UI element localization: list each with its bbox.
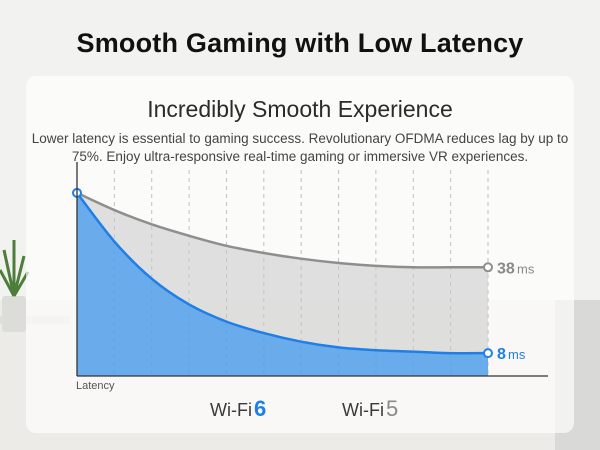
wifi6-end-point — [483, 348, 493, 359]
wifi6-line — [76, 192, 489, 355]
wifi5-end-point — [483, 262, 493, 273]
card-description: Lower latency is essential to gaming suc… — [31, 131, 569, 164]
wifi5-line — [76, 191, 488, 269]
plant-icon — [0, 240, 30, 332]
card-title: Incredibly Smooth Experience — [147, 96, 453, 122]
wifi5-end-unit: ms — [517, 261, 535, 276]
wifi6-end-value: 8 — [497, 346, 506, 363]
wifi6-end-unit: ms — [508, 347, 526, 362]
chart-areas — [77, 192, 488, 376]
legend-wifi6: Wi-Fi6 — [210, 396, 266, 422]
legend-wifi6-number: 6 — [253, 396, 267, 421]
legend-wifi5: Wi-Fi5 — [342, 396, 398, 422]
legend-wifi5-label: Wi-Fi — [342, 400, 384, 420]
legend-wifi5-number: 5 — [385, 396, 399, 421]
page-headline: Smooth Gaming with Low Latency — [76, 28, 524, 58]
y-axis-label: Latency — [76, 380, 115, 392]
wifi5-end-value: 38 — [497, 260, 515, 277]
legend-wifi6-label: Wi-Fi — [210, 400, 252, 420]
chart-axes — [76, 162, 548, 377]
wifi6-area — [77, 192, 488, 376]
